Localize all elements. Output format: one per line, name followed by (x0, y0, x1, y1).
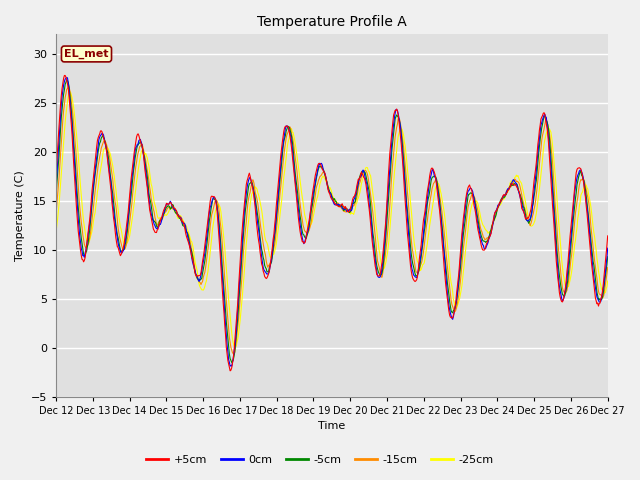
X-axis label: Time: Time (318, 421, 346, 432)
Title: Temperature Profile A: Temperature Profile A (257, 15, 406, 29)
Legend: +5cm, 0cm, -5cm, -15cm, -25cm: +5cm, 0cm, -5cm, -15cm, -25cm (141, 451, 499, 469)
Text: EL_met: EL_met (64, 49, 109, 59)
Y-axis label: Temperature (C): Temperature (C) (15, 170, 25, 261)
